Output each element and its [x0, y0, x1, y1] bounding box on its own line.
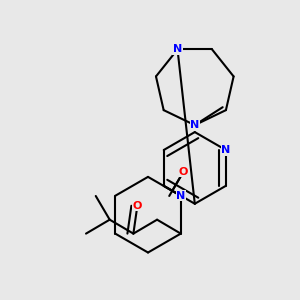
Text: N: N — [176, 191, 185, 201]
Text: N: N — [221, 145, 230, 155]
Text: N: N — [173, 44, 182, 54]
Text: O: O — [178, 167, 188, 177]
Text: O: O — [133, 201, 142, 211]
Text: N: N — [190, 120, 200, 130]
